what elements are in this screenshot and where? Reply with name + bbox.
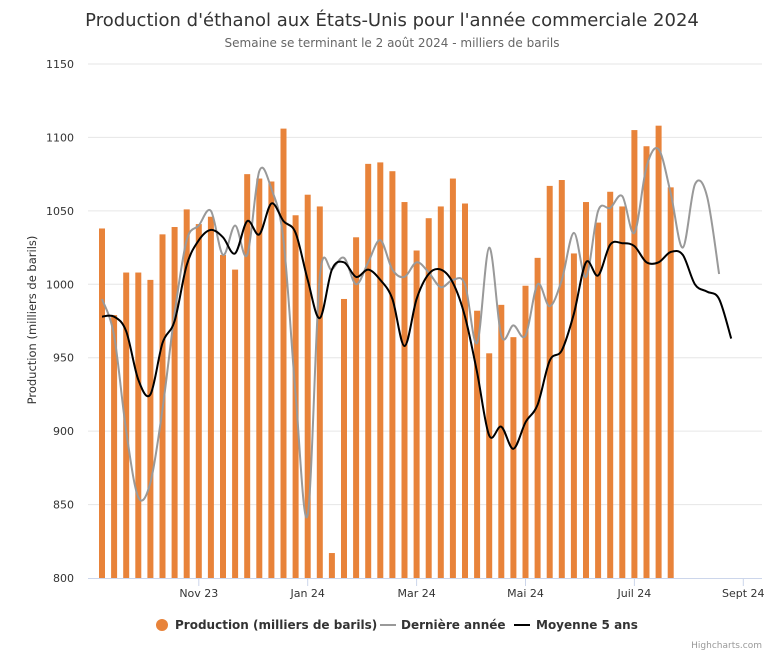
- legend-item-last-year[interactable]: Dernière année: [380, 618, 506, 632]
- production-bar[interactable]: [195, 224, 202, 578]
- x-tick-label: Mai 24: [507, 587, 544, 600]
- y-tick-label: 800: [53, 572, 74, 585]
- production-bar[interactable]: [643, 146, 650, 579]
- production-bar[interactable]: [99, 228, 105, 579]
- series-lines: [101, 147, 733, 519]
- production-bar[interactable]: [316, 206, 323, 579]
- production-bar[interactable]: [498, 304, 505, 578]
- y-tick-label: 1000: [46, 278, 74, 291]
- y-tick-label: 1150: [46, 58, 74, 71]
- production-bar[interactable]: [655, 125, 662, 579]
- x-tick-label: Sept 24: [722, 587, 765, 600]
- production-bar[interactable]: [486, 353, 493, 578]
- production-bar[interactable]: [558, 180, 565, 578]
- chart-subtitle: Semaine se terminant le 2 août 2024 - mi…: [225, 36, 560, 50]
- production-bar[interactable]: [389, 171, 396, 578]
- production-bar[interactable]: [425, 218, 432, 578]
- legend-item-avg5[interactable]: Moyenne 5 ans: [514, 618, 638, 632]
- production-bar[interactable]: [570, 253, 577, 578]
- production-bar[interactable]: [595, 222, 602, 578]
- production-bar[interactable]: [510, 337, 517, 578]
- x-tick-label: Nov 23: [179, 587, 218, 600]
- production-bar[interactable]: [437, 206, 444, 579]
- legend-last-year-label: Dernière année: [401, 618, 506, 632]
- production-bar[interactable]: [280, 128, 287, 579]
- production-bar[interactable]: [534, 257, 541, 578]
- production-bar[interactable]: [546, 185, 553, 579]
- production-bar[interactable]: [401, 202, 408, 578]
- y-axis-ticks: 800 850 900 950 1000 1050 1100 1150: [46, 58, 74, 585]
- production-bar[interactable]: [377, 162, 384, 578]
- y-tick-label: 900: [53, 425, 74, 438]
- production-bar[interactable]: [220, 254, 226, 578]
- y-tick-label: 850: [53, 499, 74, 512]
- production-bar[interactable]: [268, 181, 275, 578]
- y-tick-label: 1100: [46, 131, 74, 144]
- production-bar[interactable]: [183, 209, 190, 579]
- production-bar[interactable]: [667, 187, 674, 579]
- production-bar[interactable]: [413, 250, 420, 578]
- legend-avg5-label: Moyenne 5 ans: [536, 618, 638, 632]
- production-bar[interactable]: [171, 227, 178, 579]
- production-bar[interactable]: [522, 285, 529, 578]
- production-bar[interactable]: [304, 194, 311, 578]
- legend-production-symbol: [156, 619, 168, 631]
- five-year-average-line[interactable]: [101, 202, 733, 450]
- production-bar[interactable]: [232, 269, 239, 578]
- legend-item-production[interactable]: Production (milliers de barils): [156, 618, 377, 632]
- y-tick-label: 950: [53, 352, 74, 365]
- production-bar[interactable]: [256, 178, 263, 578]
- last-year-line[interactable]: [101, 147, 721, 519]
- production-bar[interactable]: [462, 203, 468, 578]
- x-tick-label: Jan 24: [289, 587, 324, 600]
- chart-title: Production d'éthanol aux États-Unis pour…: [85, 9, 699, 31]
- legend: Production (milliers de barils) Dernière…: [156, 618, 638, 632]
- production-bar[interactable]: [607, 191, 614, 578]
- production-bar[interactable]: [147, 279, 154, 578]
- x-tick-label: Juil 24: [616, 587, 651, 600]
- y-axis-title: Production (milliers de barils): [25, 236, 39, 405]
- production-bar[interactable]: [449, 178, 456, 578]
- y-tick-label: 1050: [46, 205, 74, 218]
- production-bar[interactable]: [353, 237, 360, 578]
- x-axis: Nov 23 Jan 24 Mar 24 Mai 24 Juil 24 Sept 24: [88, 578, 765, 600]
- production-bar[interactable]: [244, 174, 251, 578]
- production-bar[interactable]: [135, 272, 142, 578]
- production-bar[interactable]: [341, 298, 347, 578]
- production-bars: [99, 125, 674, 579]
- production-bar[interactable]: [111, 315, 118, 578]
- highcharts-credits[interactable]: Highcharts.com: [691, 641, 762, 651]
- production-bar[interactable]: [631, 130, 638, 579]
- legend-production-label: Production (milliers de barils): [175, 618, 377, 632]
- production-bar[interactable]: [583, 202, 589, 578]
- production-bar[interactable]: [474, 310, 481, 578]
- production-bar[interactable]: [207, 216, 214, 578]
- production-bar[interactable]: [365, 163, 372, 578]
- production-bar[interactable]: [619, 206, 626, 579]
- production-bar[interactable]: [328, 553, 335, 578]
- x-tick-label: Mar 24: [397, 587, 435, 600]
